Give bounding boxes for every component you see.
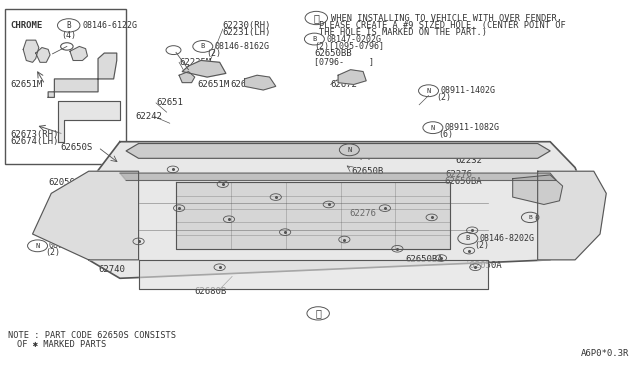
Polygon shape	[176, 182, 451, 249]
Text: 62235M: 62235M	[179, 58, 211, 67]
Text: 62651: 62651	[156, 99, 183, 108]
Text: (2): (2)	[474, 241, 489, 250]
Text: B: B	[528, 215, 532, 220]
Text: (2): (2)	[357, 152, 372, 161]
Text: (4): (4)	[61, 31, 76, 40]
Text: OF ✱ MARKED PARTS: OF ✱ MARKED PARTS	[17, 340, 106, 349]
Text: 62230(RH): 62230(RH)	[223, 21, 271, 30]
Polygon shape	[120, 173, 556, 180]
Polygon shape	[33, 171, 139, 260]
Text: [0796-     ]: [0796- ]	[314, 57, 374, 66]
Text: N: N	[431, 125, 435, 131]
Text: 62231(LH): 62231(LH)	[223, 28, 271, 37]
Text: 62650S: 62650S	[61, 143, 93, 152]
Text: (2)[1095-0796]: (2)[1095-0796]	[314, 42, 385, 51]
Text: 08146-6122G: 08146-6122G	[83, 21, 138, 30]
Text: 62740: 62740	[98, 264, 125, 273]
Text: N: N	[35, 243, 40, 249]
Text: 62651M: 62651M	[11, 80, 43, 89]
Polygon shape	[513, 175, 563, 205]
Text: 62232: 62232	[455, 156, 482, 166]
Text: A6P0*0.3R: A6P0*0.3R	[581, 350, 630, 359]
Polygon shape	[126, 144, 550, 158]
Text: B: B	[466, 235, 470, 241]
Text: 62276: 62276	[349, 209, 376, 218]
Polygon shape	[139, 260, 488, 289]
Polygon shape	[36, 48, 50, 62]
Text: 62276: 62276	[445, 170, 472, 179]
Text: 08911-1082G: 08911-1082G	[361, 145, 416, 154]
Text: 08146-8202G: 08146-8202G	[479, 234, 534, 243]
Text: ①: ①	[316, 308, 321, 318]
Text: B: B	[312, 36, 317, 42]
Text: (2): (2)	[436, 93, 452, 102]
Polygon shape	[179, 71, 195, 83]
Text: 62650BA: 62650BA	[444, 177, 482, 186]
Text: 62650B: 62650B	[352, 167, 384, 176]
Text: 08911-2062H: 08911-2062H	[49, 241, 104, 250]
Text: ′62050A: ′62050A	[464, 261, 502, 270]
Text: 08911-1082G: 08911-1082G	[445, 123, 500, 132]
Text: NOTE : PART CODE 62650S CONSISTS: NOTE : PART CODE 62650S CONSISTS	[8, 331, 175, 340]
Text: 62650BA: 62650BA	[406, 254, 443, 264]
Text: PLEASE CREATE A #9 SIZED HOLE. (CENTER POINT OF: PLEASE CREATE A #9 SIZED HOLE. (CENTER P…	[319, 21, 566, 30]
Text: 62050E: 62050E	[48, 178, 81, 187]
Text: ①: ①	[314, 13, 319, 23]
Polygon shape	[538, 171, 606, 260]
Polygon shape	[244, 75, 276, 90]
Text: (2): (2)	[45, 248, 60, 257]
Text: 08146-8162G: 08146-8162G	[214, 42, 269, 51]
Text: 62680B: 62680B	[195, 287, 227, 296]
Polygon shape	[48, 53, 116, 97]
Text: 62651M: 62651M	[198, 80, 230, 89]
Polygon shape	[58, 101, 120, 142]
Text: 62242: 62242	[136, 112, 163, 121]
Text: 62650BB: 62650BB	[314, 49, 352, 58]
Polygon shape	[70, 46, 88, 61]
FancyBboxPatch shape	[4, 9, 126, 164]
Text: N: N	[426, 88, 431, 94]
Polygon shape	[338, 70, 366, 84]
Text: B: B	[201, 44, 205, 49]
Text: 08147-0202G: 08147-0202G	[326, 35, 381, 44]
Text: B: B	[67, 21, 71, 30]
Text: (6): (6)	[438, 130, 453, 139]
Text: 62671: 62671	[231, 80, 258, 89]
Text: WHEN INSTALLING TO VEHICLE WITH OVER FENDER,: WHEN INSTALLING TO VEHICLE WITH OVER FEN…	[331, 13, 562, 22]
Text: CHROME: CHROME	[11, 21, 43, 30]
Text: 62673(RH): 62673(RH)	[11, 130, 59, 139]
Text: 62042B: 62042B	[534, 214, 567, 223]
Text: 62651N: 62651N	[522, 190, 554, 199]
Text: (2): (2)	[206, 49, 221, 58]
Text: 08911-1402G: 08911-1402G	[440, 86, 495, 95]
Text: 62674(LH): 62674(LH)	[11, 137, 59, 146]
Polygon shape	[64, 142, 594, 278]
Text: ′62050G: ′62050G	[50, 192, 88, 201]
Polygon shape	[182, 61, 226, 77]
Text: N: N	[348, 147, 351, 153]
Text: THE HOLE IS MARKED ON THE PART.): THE HOLE IS MARKED ON THE PART.)	[319, 28, 488, 37]
Text: 62672: 62672	[331, 80, 358, 89]
Text: ′62050GA: ′62050GA	[50, 199, 93, 208]
Polygon shape	[23, 40, 39, 62]
